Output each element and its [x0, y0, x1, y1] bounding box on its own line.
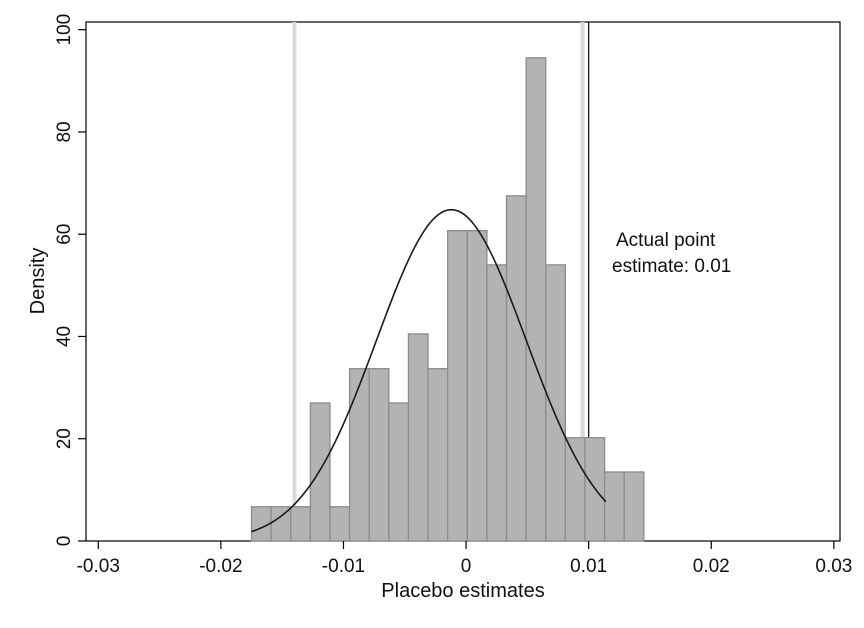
annotation-line-1: Actual point [616, 230, 716, 251]
x-tick-label: 0.02 [693, 556, 730, 577]
y-tick-label: 100 [54, 14, 75, 46]
histogram-bar-11 [447, 229, 468, 542]
histogram-bar-19 [603, 471, 625, 542]
x-tick-label: -0.02 [199, 556, 242, 577]
histogram-bar-7 [368, 368, 390, 542]
histogram-bar-9 [407, 333, 429, 542]
histogram-bar-20 [623, 471, 645, 542]
histogram-bar-3 [290, 506, 312, 542]
histogram-bar-14 [505, 195, 527, 542]
annotation-line-2: estimate: 0.01 [612, 256, 731, 277]
x-tick-label: -0.03 [77, 556, 120, 577]
normal-density-curve [251, 208, 607, 533]
y-tick-label: 20 [54, 428, 75, 449]
y-tick-label: 40 [54, 326, 75, 347]
histogram-bar-10 [427, 368, 449, 542]
histogram-bar-15 [525, 57, 547, 542]
x-tick-label: -0.01 [322, 556, 365, 577]
y-axis-ticks: 0 20 40 60 80 100 [54, 14, 86, 546]
histogram-bar-17 [564, 437, 586, 542]
y-axis-label: Density [27, 248, 49, 315]
x-tick-label: 0.03 [815, 556, 852, 577]
y-tick-label: 0 [54, 536, 75, 547]
x-axis-ticks: -0.03 -0.02 -0.01 0 0.01 0.02 0.03 [77, 541, 852, 577]
y-tick-label: 80 [54, 121, 75, 142]
histogram-bars [250, 57, 645, 542]
histogram-bar-16 [545, 264, 567, 542]
x-tick-label: 0 [461, 556, 472, 577]
histogram-bar-12 [466, 229, 488, 542]
histogram-bar-8 [388, 402, 410, 542]
x-axis-label: Placebo estimates [381, 580, 544, 602]
histogram-bar-13 [486, 264, 508, 542]
histogram-bar-5 [329, 506, 351, 542]
y-tick-label: 60 [54, 224, 75, 245]
histogram-bar-6 [348, 368, 370, 542]
histogram-bar-2 [270, 506, 292, 542]
x-tick-label: 0.01 [570, 556, 607, 577]
histogram-bar-4 [309, 402, 331, 542]
